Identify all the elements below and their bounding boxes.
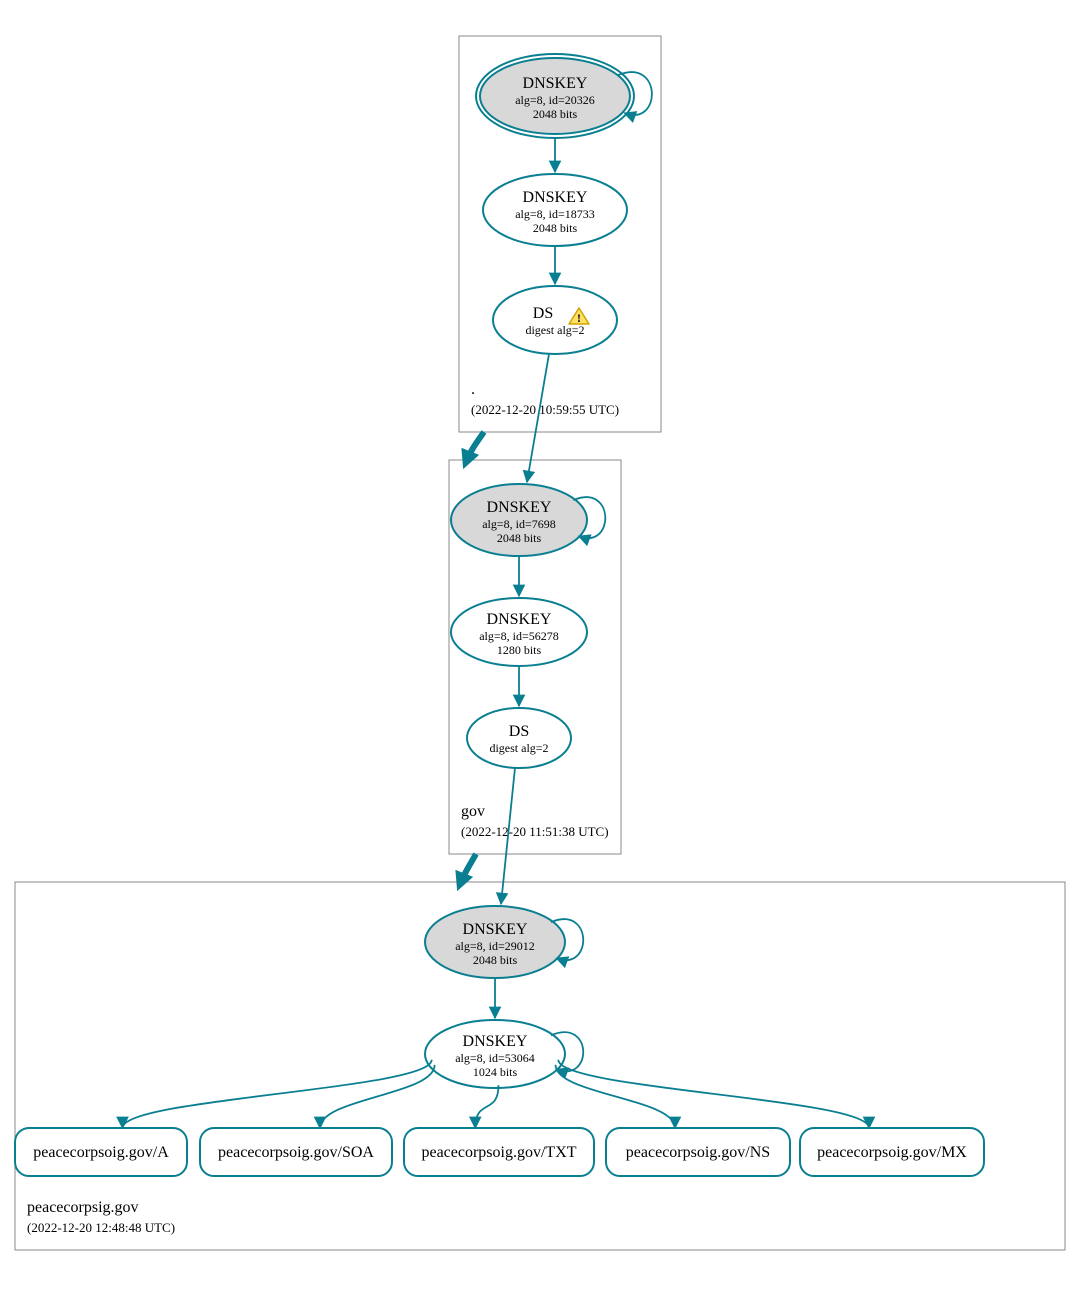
edge [475, 1085, 498, 1128]
svg-text:peacecorpsoig.gov/A: peacecorpsoig.gov/A [33, 1144, 169, 1161]
svg-text:peacecorpsoig.gov/NS: peacecorpsoig.gov/NS [626, 1144, 770, 1161]
svg-text:1280 bits: 1280 bits [497, 643, 542, 657]
svg-text:alg=8, id=7698: alg=8, id=7698 [482, 517, 556, 531]
svg-text:1024 bits: 1024 bits [473, 1065, 518, 1079]
node-root_ds: DSdigest alg=2! [493, 286, 617, 354]
record-4: peacecorpsoig.gov/MX [800, 1128, 984, 1176]
svg-text:peacecorpsoig.gov/TXT: peacecorpsoig.gov/TXT [421, 1144, 576, 1161]
edge [460, 854, 476, 884]
svg-text:digest alg=2: digest alg=2 [489, 741, 548, 755]
node-root_ksk: DNSKEYalg=8, id=203262048 bits [476, 54, 634, 138]
svg-text:alg=8, id=18733: alg=8, id=18733 [515, 207, 595, 221]
svg-text:peacecorpsoig.gov/SOA: peacecorpsoig.gov/SOA [218, 1144, 374, 1161]
svg-text:alg=8, id=53064: alg=8, id=53064 [455, 1051, 535, 1065]
node-gov_zsk: DNSKEYalg=8, id=562781280 bits [451, 598, 587, 666]
svg-text:peacecorpsoig.gov/MX: peacecorpsoig.gov/MX [817, 1144, 967, 1161]
node-dom_zsk: DNSKEYalg=8, id=530641024 bits [425, 1020, 565, 1088]
svg-text:DNSKEY: DNSKEY [487, 499, 552, 516]
svg-text:2048 bits: 2048 bits [497, 531, 542, 545]
svg-text:2048 bits: 2048 bits [533, 107, 578, 121]
svg-text:2048 bits: 2048 bits [473, 953, 518, 967]
svg-text:DS: DS [509, 723, 529, 740]
svg-text:alg=8, id=56278: alg=8, id=56278 [479, 629, 559, 643]
record-2: peacecorpsoig.gov/TXT [404, 1128, 594, 1176]
node-root_zsk: DNSKEYalg=8, id=187332048 bits [483, 174, 627, 246]
svg-text:DNSKEY: DNSKEY [463, 921, 528, 938]
edge [466, 432, 484, 462]
svg-text:alg=8, id=20326: alg=8, id=20326 [515, 93, 595, 107]
svg-text:!: ! [577, 311, 581, 325]
svg-text:2048 bits: 2048 bits [533, 221, 578, 235]
node-gov_ksk: DNSKEYalg=8, id=76982048 bits [451, 484, 587, 556]
record-0: peacecorpsoig.gov/A [15, 1128, 187, 1176]
node-gov_ds: DSdigest alg=2 [467, 708, 571, 768]
svg-text:DNSKEY: DNSKEY [523, 189, 588, 206]
edge [556, 1065, 675, 1128]
record-1: peacecorpsoig.gov/SOA [200, 1128, 392, 1176]
svg-text:(2022-12-20 11:51:38 UTC): (2022-12-20 11:51:38 UTC) [461, 824, 609, 839]
svg-text:DS: DS [533, 305, 553, 322]
svg-text:(2022-12-20 10:59:55 UTC): (2022-12-20 10:59:55 UTC) [471, 402, 619, 417]
svg-text:alg=8, id=29012: alg=8, id=29012 [455, 939, 535, 953]
record-3: peacecorpsoig.gov/NS [606, 1128, 790, 1176]
edge [527, 354, 549, 482]
edge [320, 1065, 435, 1128]
svg-text:gov: gov [461, 803, 485, 820]
svg-text:.: . [471, 381, 475, 398]
svg-text:DNSKEY: DNSKEY [487, 611, 552, 628]
node-dom_ksk: DNSKEYalg=8, id=290122048 bits [425, 906, 565, 978]
svg-text:digest alg=2: digest alg=2 [525, 323, 584, 337]
svg-text:DNSKEY: DNSKEY [463, 1033, 528, 1050]
svg-text:DNSKEY: DNSKEY [523, 75, 588, 92]
svg-text:(2022-12-20 12:48:48 UTC): (2022-12-20 12:48:48 UTC) [27, 1220, 175, 1235]
svg-text:peacecorpsig.gov: peacecorpsig.gov [27, 1199, 139, 1216]
dnssec-diagram: . (2022-12-20 10:59:55 UTC) gov (2022-12-20… [0, 0, 1080, 1299]
